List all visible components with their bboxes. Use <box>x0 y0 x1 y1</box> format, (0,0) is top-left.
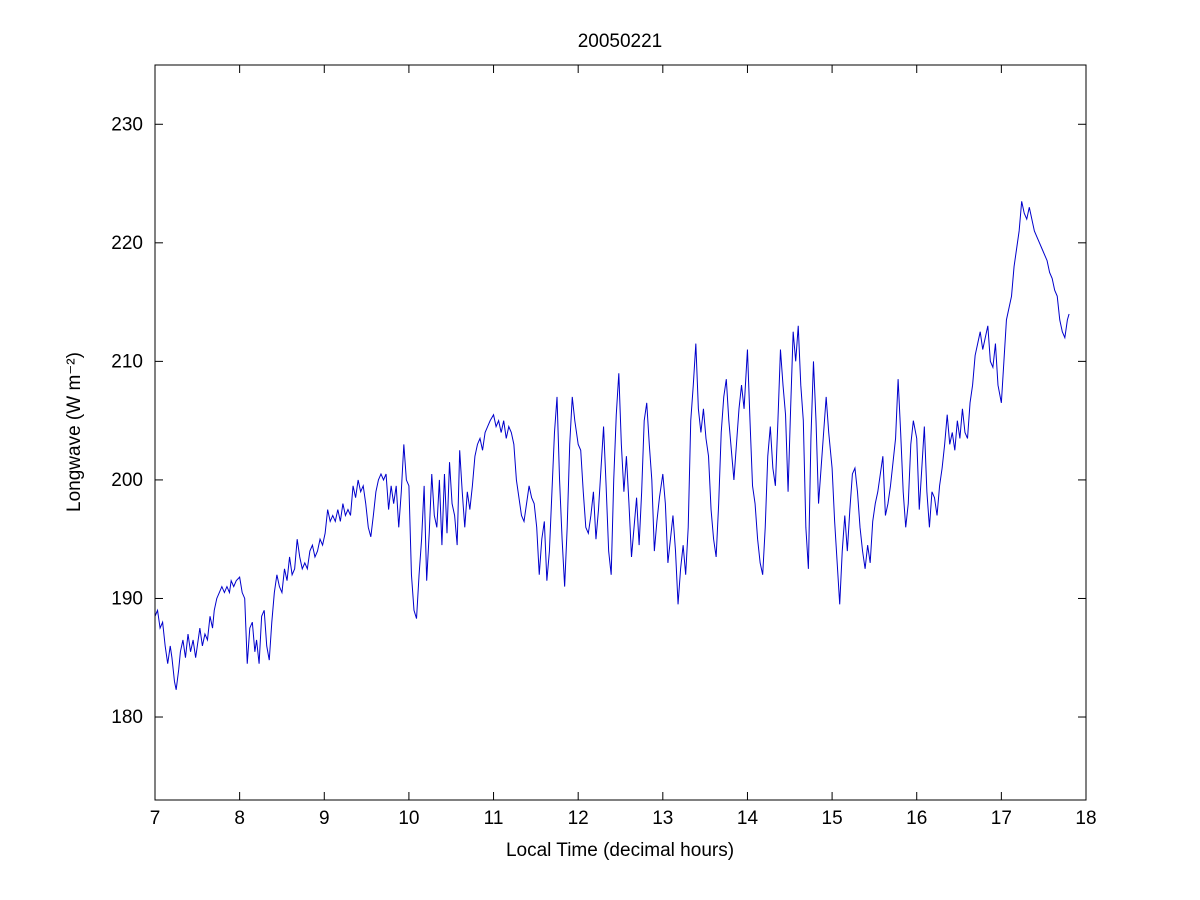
x-tick-label: 12 <box>568 808 589 829</box>
x-tick-label: 17 <box>991 808 1012 829</box>
y-tick-label: 180 <box>111 707 143 728</box>
y-tick-label: 200 <box>111 470 143 491</box>
axis-ticks <box>154 65 1087 800</box>
x-tick-label: 16 <box>906 808 927 829</box>
chart-title: 20050221 <box>578 31 663 52</box>
x-tick-label: 13 <box>652 808 673 829</box>
axis-box <box>154 64 1087 801</box>
longwave-line-series <box>154 201 1070 690</box>
y-axis-label: Longwave (W m⁻²) <box>64 352 85 512</box>
x-tick-label: 8 <box>234 808 245 829</box>
y-tick-label: 220 <box>111 233 143 254</box>
x-tick-label: 9 <box>319 808 330 829</box>
axis-tick-labels: 7 8 9 10 11 12 13 14 15 16 17 18 180 190 200 210 220 230 <box>111 114 1096 829</box>
x-tick-label: 15 <box>822 808 843 829</box>
y-tick-label: 230 <box>111 114 143 135</box>
x-tick-label: 14 <box>737 808 759 829</box>
y-tick-label: 210 <box>111 351 143 372</box>
x-tick-label: 7 <box>150 808 161 829</box>
x-tick-label: 11 <box>484 808 504 829</box>
x-tick-label: 10 <box>398 808 419 829</box>
y-tick-label: 190 <box>111 588 143 609</box>
x-axis-label: Local Time (decimal hours) <box>506 840 734 861</box>
x-tick-label: 18 <box>1075 808 1096 829</box>
